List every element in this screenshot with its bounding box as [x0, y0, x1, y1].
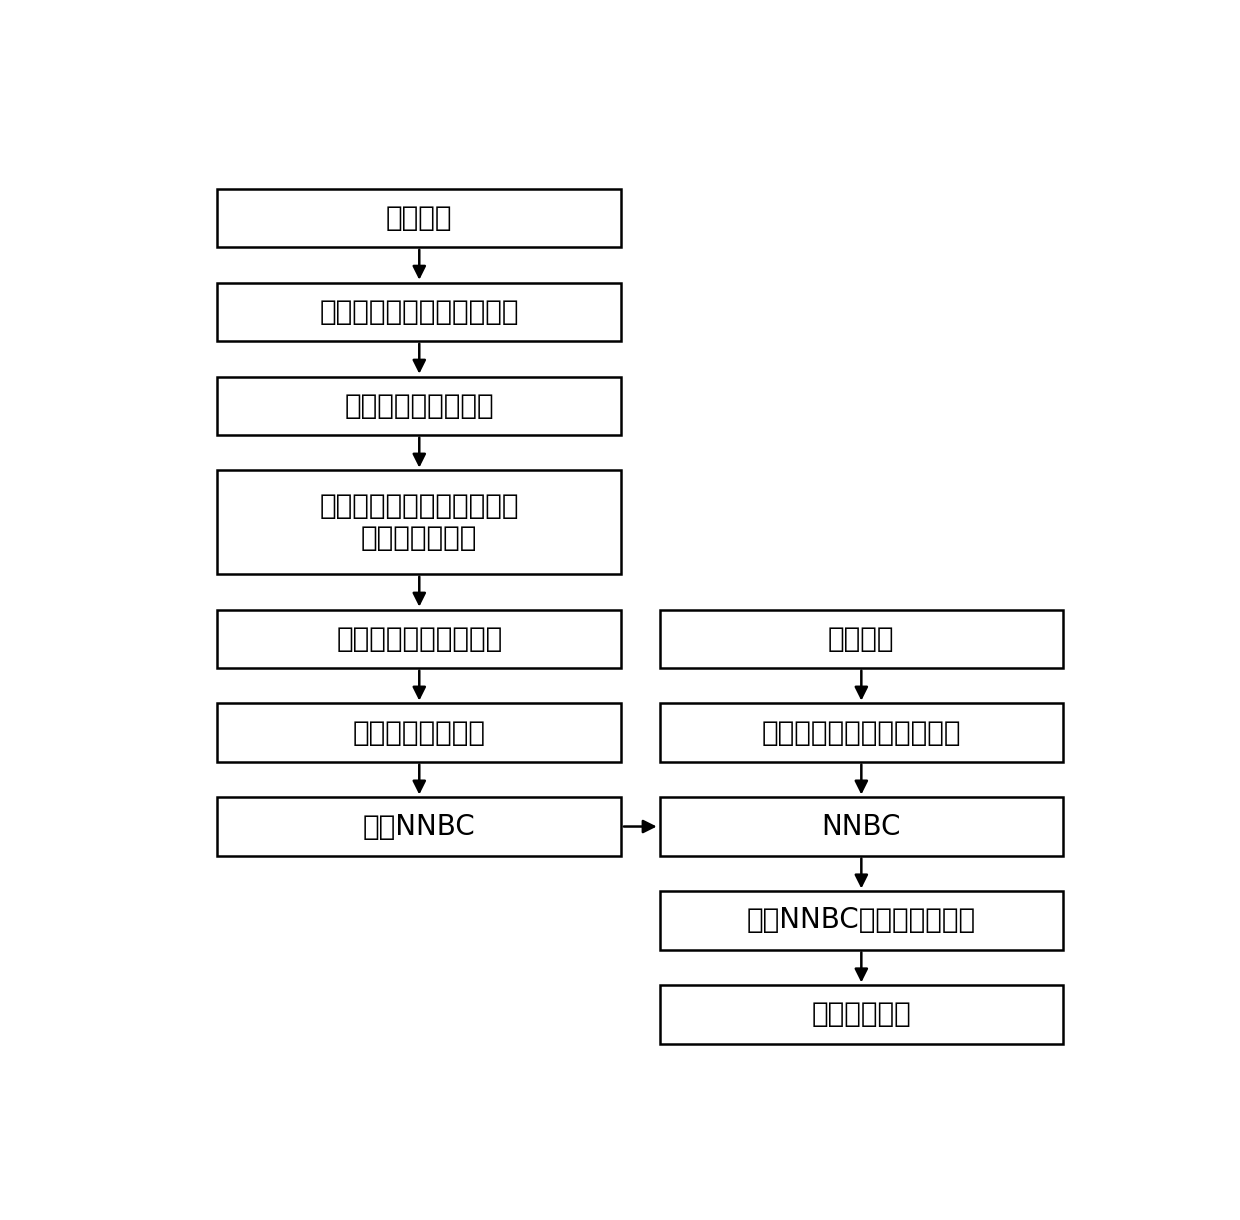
FancyBboxPatch shape	[217, 704, 621, 761]
Text: 构建NNBC: 构建NNBC	[363, 813, 476, 841]
Text: NNBC: NNBC	[822, 813, 901, 841]
Text: 基于平均多粒度决策粗糙集
的属性约简算法: 基于平均多粒度决策粗糙集 的属性约简算法	[320, 492, 520, 553]
Text: 提取滚动轴承故障诊断特征: 提取滚动轴承故障诊断特征	[761, 719, 961, 747]
FancyBboxPatch shape	[217, 471, 621, 573]
Text: 待诊样本: 待诊样本	[828, 625, 894, 653]
FancyBboxPatch shape	[217, 798, 621, 855]
Text: 滚动轴承状态: 滚动轴承状态	[811, 1000, 911, 1028]
Text: 构建故障征兆属性集: 构建故障征兆属性集	[345, 392, 494, 420]
FancyBboxPatch shape	[660, 892, 1063, 949]
Text: 约简后的训练样本: 约简后的训练样本	[352, 719, 486, 747]
FancyBboxPatch shape	[660, 986, 1063, 1043]
FancyBboxPatch shape	[660, 610, 1063, 667]
Text: 基于NNBC的模式识别算法: 基于NNBC的模式识别算法	[746, 906, 976, 935]
FancyBboxPatch shape	[217, 377, 621, 434]
FancyBboxPatch shape	[217, 283, 621, 340]
Text: 降低征兆属性集的维数: 降低征兆属性集的维数	[336, 625, 502, 653]
FancyBboxPatch shape	[660, 704, 1063, 761]
Text: 提取滚动轴承故障诊断特征: 提取滚动轴承故障诊断特征	[320, 298, 520, 326]
FancyBboxPatch shape	[217, 189, 621, 246]
FancyBboxPatch shape	[660, 798, 1063, 855]
FancyBboxPatch shape	[217, 610, 621, 667]
Text: 训练样本: 训练样本	[386, 204, 453, 232]
